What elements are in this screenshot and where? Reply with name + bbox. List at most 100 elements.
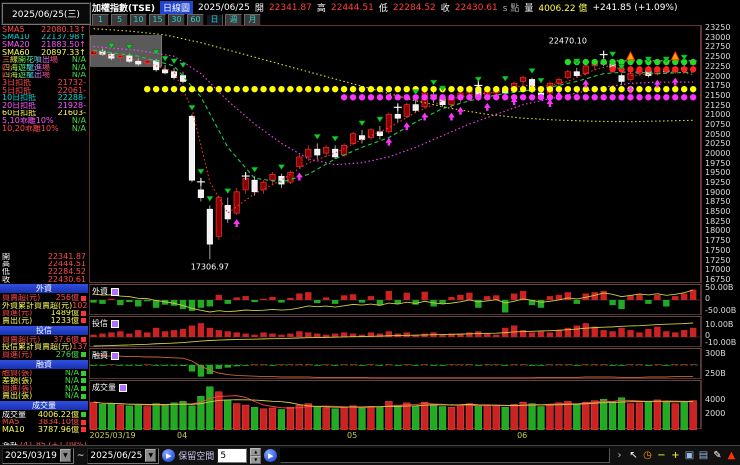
clock-icon[interactable]: ◷ [643,450,652,461]
chevron-down-icon[interactable]: ▼ [59,449,71,462]
chart-type-chip[interactable]: 日線圖 [160,1,194,14]
volume-label: 量 [524,4,534,14]
panel-plot[interactable] [90,381,700,430]
unit-label: s 點 [502,4,520,14]
legend-square-icon[interactable] [119,383,127,392]
arrow-icon[interactable]: ↖ [629,450,638,461]
row-value: 3834.10億 [37,418,79,427]
expand-chevron-icon[interactable]: › [617,450,622,461]
price-tick: 19500 [705,168,731,178]
row-label: 10,20乖離10% [2,124,59,133]
timeframe-button-1[interactable]: 1 [92,13,109,26]
range-start-select[interactable]: 2025/03/19 ▼ [2,447,74,464]
panel-plot[interactable] [90,349,702,380]
deduct-row: 60日扣抵 21603- [0,110,88,118]
timeframe-button-週[interactable]: 週 [225,13,242,26]
zoom-in-icon[interactable]: + [671,450,680,461]
sma-row: SMA5 22080.13↑ [0,26,88,34]
timeframe-button-10[interactable]: 10 [130,13,147,26]
timeframe-button-5[interactable]: 5 [111,13,128,26]
timeframe-button-15[interactable]: 15 [149,13,166,26]
row-label: SMA10 [2,33,30,42]
row-label: 四海遊龍出場 [2,71,50,80]
row-label: 外資累計買賣超(元) [2,301,73,310]
status-square-icon [81,386,86,392]
panel-tick: 2000 [705,409,726,419]
time-tick-05: 05 [347,431,358,440]
row-label: SMA60 [2,48,30,57]
panel-融資[interactable]: 融資 [89,348,702,380]
panel-成交量[interactable]: 成交量 [89,380,701,430]
row-label: 3日扣抵 [2,79,32,87]
draw-icon[interactable]: ✎ [713,450,722,461]
legend-square-icon[interactable] [111,287,119,296]
section-header-融資: 融資 [0,359,88,369]
legend-square-icon[interactable] [111,319,119,328]
reserve-space-label: 保留空間 [178,452,215,462]
status-square-icon [81,378,86,384]
legend-square-icon[interactable] [111,351,119,360]
ohlc-row: 低 22284.52 [0,268,88,276]
chevron-down-icon[interactable]: ▼ [145,449,157,462]
price-tick: 18750 [705,197,731,207]
price-axis: 23250 23000 22750 22500 22250 22000 21750 21500… [701,23,740,283]
timeframe-button-日[interactable]: 日 [206,13,223,26]
row-value: 22061- [57,86,86,95]
price-tick: 21250 [705,100,731,110]
row-value: 22080.13↑ [41,26,86,34]
price-tick: 18500 [705,207,731,217]
timeframe-button-60[interactable]: 60 [187,13,204,26]
status-square-icon [81,352,86,358]
reserve-space-input[interactable]: 5 [217,448,248,463]
panel-投信[interactable]: 投信 [89,316,702,348]
row-label: 60日扣抵 [2,109,37,118]
row-value: 13791億 [72,343,88,351]
panel-plot[interactable] [90,317,702,348]
row-value: 256億 [55,294,79,302]
main-candlestick-chart[interactable]: 17306.97 22470.10 [89,25,701,283]
zoom-out-icon[interactable]: − [657,450,666,461]
status-square-icon [81,427,86,433]
quote-date: 2025/06/25 [198,2,250,13]
row-value: 276億 [55,350,79,359]
high-value: 22444.51 [330,2,374,13]
range-end-select[interactable]: 2025/06/25 ▼ [87,447,160,464]
panel-plot[interactable] [90,285,702,316]
close-value: 22430.61 [454,2,498,13]
indicator-sidebar: SMA5 22080.13↑ SMA10 22137.98↑ SMA20 21883.50… [0,26,88,132]
price-tick: 18000 [705,226,731,236]
section-row: 買進(張) N/A [0,385,88,393]
price-tick: 22000 [705,71,731,81]
row-label: 四海遊龍進場 [2,63,50,72]
apply-icon[interactable]: ▶ [264,449,278,462]
signal-row: 四海遊龍出場 N/A [0,72,88,80]
open-value: 22341.87 [268,2,312,13]
row-value: 22444.51 [47,260,86,269]
section-header-投信: 投信 [0,325,88,335]
row-value: N/A [71,63,86,72]
price-tick: 17250 [705,255,731,265]
cascade-icon[interactable]: ▤ [698,450,709,461]
row-value: 3787.96億 [37,426,79,434]
low-value: 22284.52 [392,2,436,13]
timeframe-button-30[interactable]: 30 [168,13,185,26]
row-value: 21732- [57,79,86,87]
row-value: N/A [71,56,86,64]
window-icon[interactable]: ▣ [684,450,695,461]
alert-icon[interactable]: ▲ [727,450,736,461]
go-icon[interactable]: ▶ [162,449,176,462]
ohlc-row: 收 22430.61 [0,276,88,284]
panel-外資[interactable]: 外資 [89,284,702,316]
toolbar-icon-cluster: › ↖ ◷ − + ▣ ▤ ✎ ▲ [613,449,738,462]
panel-tick: 0 [705,331,711,340]
time-tick-06: 06 [517,431,528,440]
timeframe-button-月[interactable]: 月 [244,13,261,26]
row-label: 融資(張) [2,369,33,378]
price-tick: 23250 [705,23,731,33]
sma-row: SMA60 20897.33↑ [0,49,88,57]
price-tick: 22250 [705,61,731,71]
row-value: 22284.52 [47,268,86,276]
reserve-space-stepper[interactable]: ▲ ▼ [250,447,262,464]
current-date-box[interactable]: 2025/06/25(三) [1,2,91,25]
